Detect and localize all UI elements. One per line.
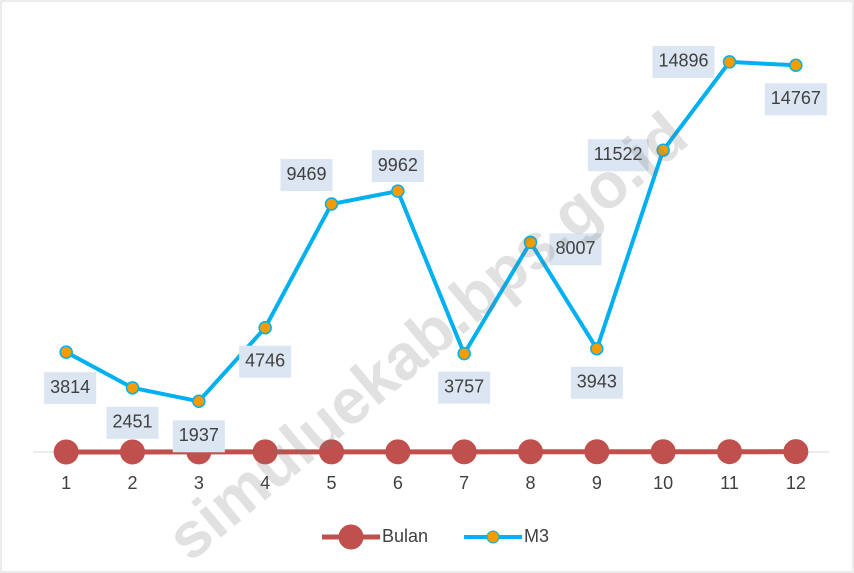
marker (319, 439, 344, 465)
marker (717, 439, 742, 465)
marker (783, 439, 809, 465)
legend-label: Bulan (382, 526, 428, 546)
x-tick-label: 1 (61, 473, 71, 493)
marker (192, 394, 206, 409)
data-label: 9962 (378, 155, 418, 175)
data-label: 11522 (594, 144, 643, 164)
marker (457, 346, 471, 361)
x-tick-label: 7 (459, 473, 469, 493)
data-label: 2451 (112, 412, 152, 432)
marker (584, 439, 610, 465)
data-label-box (106, 406, 159, 439)
data-label-box (764, 83, 827, 116)
data-label-box (438, 371, 491, 404)
data-label: 3943 (577, 371, 617, 391)
marker (53, 439, 79, 465)
x-tick-label: 8 (525, 473, 535, 493)
data-label-box (570, 366, 623, 399)
marker (789, 58, 803, 73)
marker (523, 235, 538, 250)
data-label-box (587, 139, 649, 172)
marker (590, 341, 604, 356)
data-label-box (371, 150, 424, 183)
data-label-box (549, 233, 602, 266)
data-label: 14767 (771, 88, 821, 108)
marker (120, 439, 145, 465)
marker (518, 439, 543, 465)
marker (722, 55, 737, 69)
data-label-box (239, 345, 292, 378)
data-label: 14896 (658, 51, 708, 71)
marker (125, 381, 140, 395)
data-label: 8007 (555, 238, 595, 258)
x-tick-label: 2 (127, 473, 137, 493)
x-tick-label: 5 (326, 473, 336, 493)
marker (451, 439, 477, 465)
x-tick-label: 9 (592, 473, 602, 493)
data-label: 1937 (179, 425, 219, 445)
data-label: 3757 (444, 376, 484, 396)
data-label: 9469 (286, 164, 326, 184)
series-line (65, 59, 796, 404)
marker (391, 184, 405, 198)
marker (252, 439, 278, 465)
marker (656, 143, 670, 158)
marker (650, 439, 676, 465)
x-tick-label: 10 (653, 473, 673, 493)
legend-marker (338, 524, 364, 550)
data-label: 4746 (245, 350, 285, 370)
x-tick-label: 11 (720, 473, 739, 493)
marker (324, 197, 339, 211)
data-label-box (44, 372, 97, 405)
x-tick-label: 4 (260, 473, 270, 493)
data-label-box (652, 45, 715, 78)
data-label-box (280, 159, 333, 192)
marker (258, 320, 272, 335)
x-tick-label: 6 (393, 473, 403, 493)
x-tick-label: 3 (194, 473, 204, 493)
legend-marker (486, 530, 500, 544)
data-label-box (172, 420, 225, 453)
marker (385, 439, 411, 465)
data-label: 3814 (50, 377, 90, 397)
x-tick-label: 12 (786, 473, 806, 493)
legend-label: M3 (524, 526, 549, 546)
marker (59, 345, 73, 359)
